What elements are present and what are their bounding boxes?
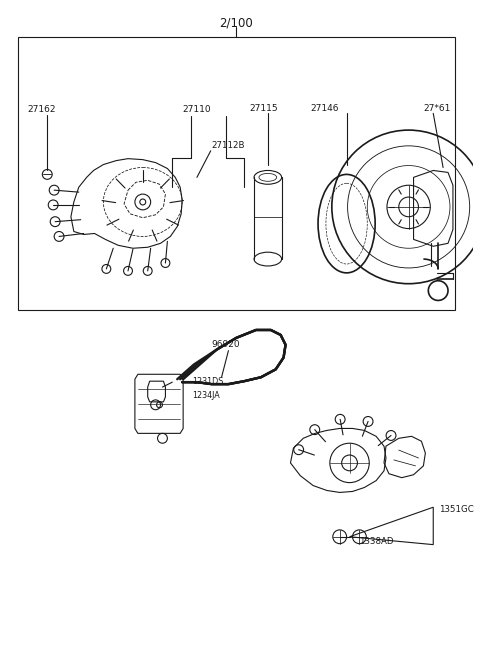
Text: 27115: 27115 <box>250 104 278 112</box>
Text: 27110: 27110 <box>182 106 211 114</box>
Text: 27146: 27146 <box>311 104 339 112</box>
Text: 2/100: 2/100 <box>219 17 253 30</box>
Text: 1338AD: 1338AD <box>360 537 394 546</box>
Text: 27*61: 27*61 <box>423 104 451 112</box>
Text: 27112B: 27112B <box>212 141 245 150</box>
Text: 1351GC: 1351GC <box>439 505 474 514</box>
Text: 27162: 27162 <box>27 106 56 114</box>
Text: 1231DS: 1231DS <box>192 377 223 386</box>
Bar <box>18 37 455 310</box>
Text: 1234JA: 1234JA <box>192 391 220 400</box>
Text: 96920: 96920 <box>212 340 240 349</box>
